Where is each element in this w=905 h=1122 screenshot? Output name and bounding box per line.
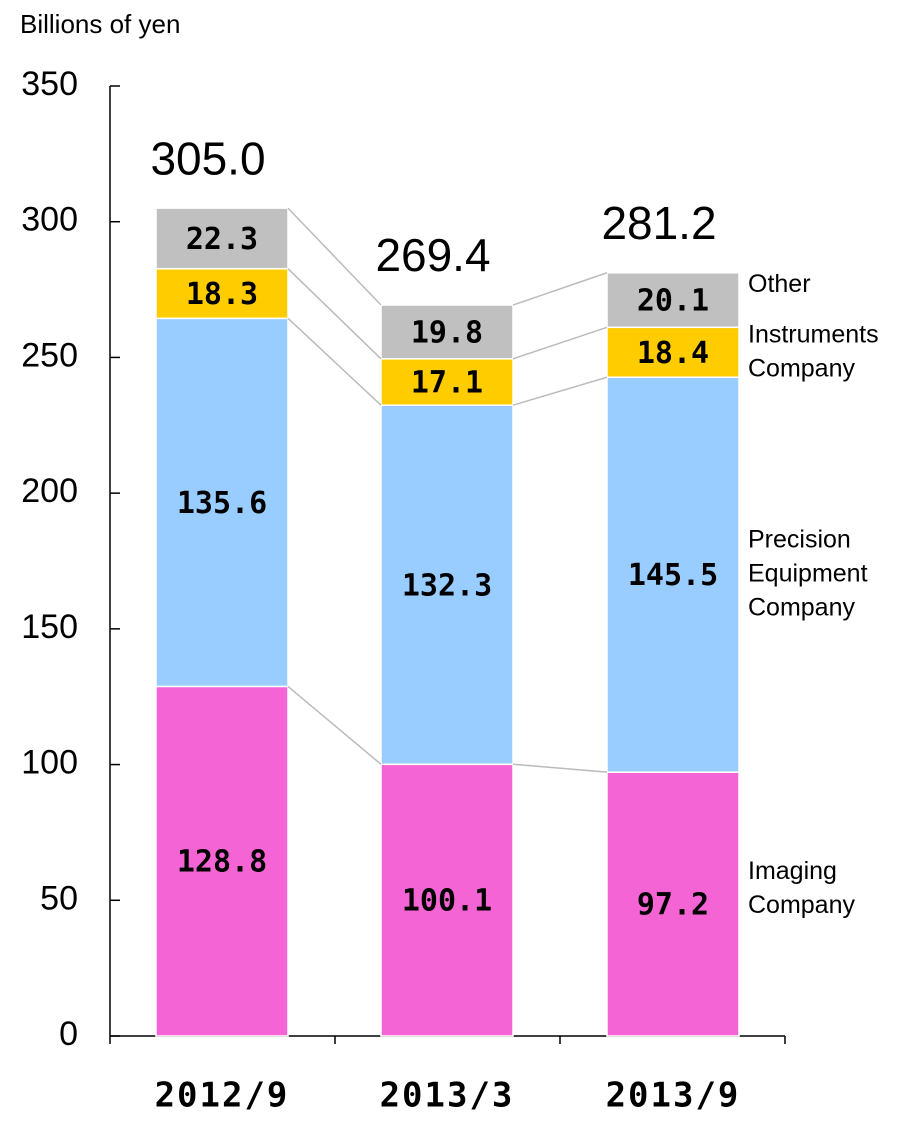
x-tick-label: 2013/9 bbox=[606, 1076, 741, 1116]
legend-label: Instruments Company bbox=[748, 320, 879, 382]
data-label: 20.1 bbox=[637, 284, 709, 319]
connector bbox=[287, 685, 382, 765]
bar-segment bbox=[380, 763, 514, 1037]
legend-label: Other bbox=[748, 270, 811, 298]
data-label: 135.6 bbox=[177, 486, 267, 521]
connector bbox=[512, 326, 608, 360]
data-label: 18.3 bbox=[186, 277, 258, 312]
data-label: 145.5 bbox=[628, 558, 718, 593]
data-label: 132.3 bbox=[402, 568, 492, 603]
bar-segment bbox=[380, 304, 514, 360]
connector bbox=[512, 376, 608, 406]
data-label: 22.3 bbox=[186, 222, 258, 257]
legend-line: Precision bbox=[748, 525, 851, 553]
connector bbox=[287, 317, 382, 406]
y-tick-label: 0 bbox=[59, 1015, 78, 1053]
legend-line: Company bbox=[748, 354, 855, 382]
data-label: 19.8 bbox=[411, 315, 483, 350]
data-label: 128.8 bbox=[177, 845, 267, 880]
x-tick-label: 2012/9 bbox=[155, 1076, 290, 1116]
legend-line: Equipment bbox=[748, 559, 868, 587]
data-label: 100.1 bbox=[402, 884, 492, 919]
bar-segment bbox=[606, 326, 740, 378]
y-axis-label: Billions of yen bbox=[20, 9, 180, 39]
y-tick-label: 300 bbox=[21, 201, 78, 239]
y-tick-label: 100 bbox=[21, 744, 78, 782]
total-label: 281.2 bbox=[601, 197, 716, 249]
legend-line: Company bbox=[748, 891, 855, 919]
connector bbox=[512, 763, 608, 773]
legend-label: Precision Equipment Company bbox=[748, 525, 868, 621]
y-tick-label: 200 bbox=[21, 472, 78, 510]
legend-line: Company bbox=[748, 593, 855, 621]
y-tick-label: 150 bbox=[21, 608, 78, 646]
connector bbox=[512, 272, 608, 306]
connector bbox=[287, 207, 382, 306]
y-tick-label: 50 bbox=[40, 879, 78, 917]
bar-segment bbox=[380, 358, 514, 406]
legend-label: Imaging Company bbox=[748, 857, 855, 919]
legend-line: Other bbox=[748, 270, 811, 298]
bar-segment bbox=[606, 771, 740, 1037]
data-label: 97.2 bbox=[637, 888, 709, 923]
data-label: 18.4 bbox=[637, 336, 709, 371]
bar-segment bbox=[380, 404, 514, 766]
total-label: 305.0 bbox=[150, 132, 265, 184]
legend-line: Imaging bbox=[748, 857, 837, 885]
data-label: 17.1 bbox=[411, 365, 483, 400]
bar-segment bbox=[606, 376, 740, 773]
bar-segment bbox=[155, 685, 289, 1037]
total-label: 269.4 bbox=[375, 229, 490, 281]
y-tick-label: 250 bbox=[21, 336, 78, 374]
bar-segment bbox=[155, 207, 289, 270]
bar-segment bbox=[155, 317, 289, 688]
legend-line: Instruments bbox=[748, 320, 879, 348]
y-tick-label: 350 bbox=[21, 65, 78, 103]
bar-segment bbox=[606, 271, 740, 329]
connector bbox=[287, 268, 382, 360]
x-tick-label: 2013/3 bbox=[380, 1076, 515, 1116]
bar-segment bbox=[155, 267, 289, 320]
